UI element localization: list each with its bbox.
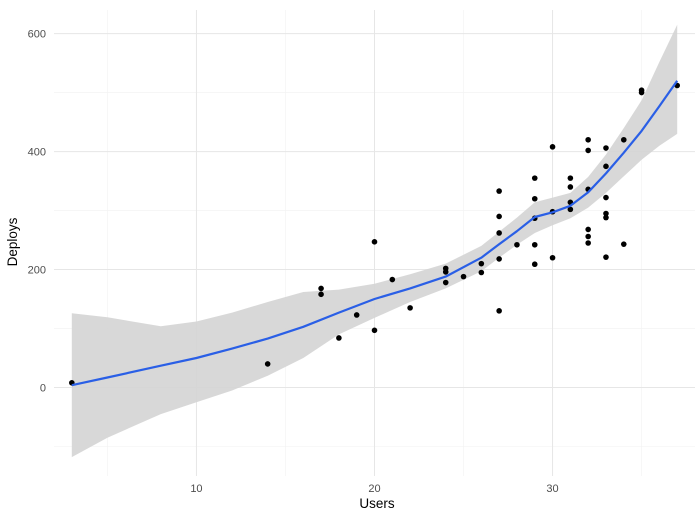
y-tick-label: 200 — [28, 265, 46, 277]
y-tick-label: 600 — [28, 29, 46, 41]
data-point — [353, 312, 360, 318]
data-points — [69, 82, 680, 386]
data-point — [442, 269, 449, 275]
y-tick-label: 400 — [28, 147, 46, 159]
data-point — [336, 335, 342, 341]
data-point — [389, 276, 396, 283]
data-point — [496, 188, 502, 194]
data-point — [531, 175, 538, 181]
data-point — [567, 206, 574, 213]
data-point — [585, 226, 591, 233]
confidence-band-layer — [71, 24, 678, 458]
data-point — [603, 210, 609, 217]
data-point — [496, 230, 502, 236]
data-point — [514, 241, 520, 248]
data-point — [478, 260, 485, 267]
x-tick-label: 30 — [546, 483, 558, 495]
data-point — [620, 136, 627, 143]
data-point — [478, 269, 485, 276]
data-point — [531, 241, 538, 248]
data-point — [531, 195, 538, 202]
data-point — [318, 285, 324, 292]
x-tick-label: 10 — [190, 483, 202, 495]
data-point — [496, 213, 502, 220]
x-tick-label: 20 — [368, 483, 380, 495]
data-point — [603, 254, 609, 260]
data-point — [603, 194, 609, 201]
data-point — [603, 145, 609, 151]
smooth-line-layer — [71, 80, 679, 387]
data-point — [264, 361, 271, 367]
tick-labels: 10 20 30 0 200 400 600 — [28, 29, 559, 495]
data-point — [585, 136, 591, 143]
data-point — [371, 327, 378, 334]
data-point — [371, 239, 378, 245]
data-point — [407, 305, 413, 311]
x-axis-title: Users — [359, 496, 395, 511]
data-point — [496, 308, 502, 314]
data-point — [603, 163, 609, 170]
data-point — [496, 256, 502, 262]
data-point — [531, 261, 538, 268]
y-tick-label: 0 — [40, 383, 46, 395]
data-point — [585, 233, 591, 240]
data-point — [638, 89, 645, 96]
data-point — [567, 175, 574, 181]
data-point — [603, 214, 609, 221]
data-point — [585, 147, 591, 154]
y-axis-title: Deploys — [5, 217, 20, 266]
data-point — [567, 184, 574, 190]
data-point — [442, 279, 449, 286]
confidence-band — [71, 24, 678, 458]
data-point — [585, 240, 591, 246]
smooth-line — [71, 80, 679, 387]
data-point — [460, 273, 467, 280]
data-point — [549, 254, 556, 261]
data-point — [549, 144, 556, 150]
data-point — [318, 291, 324, 298]
data-point — [620, 241, 627, 247]
